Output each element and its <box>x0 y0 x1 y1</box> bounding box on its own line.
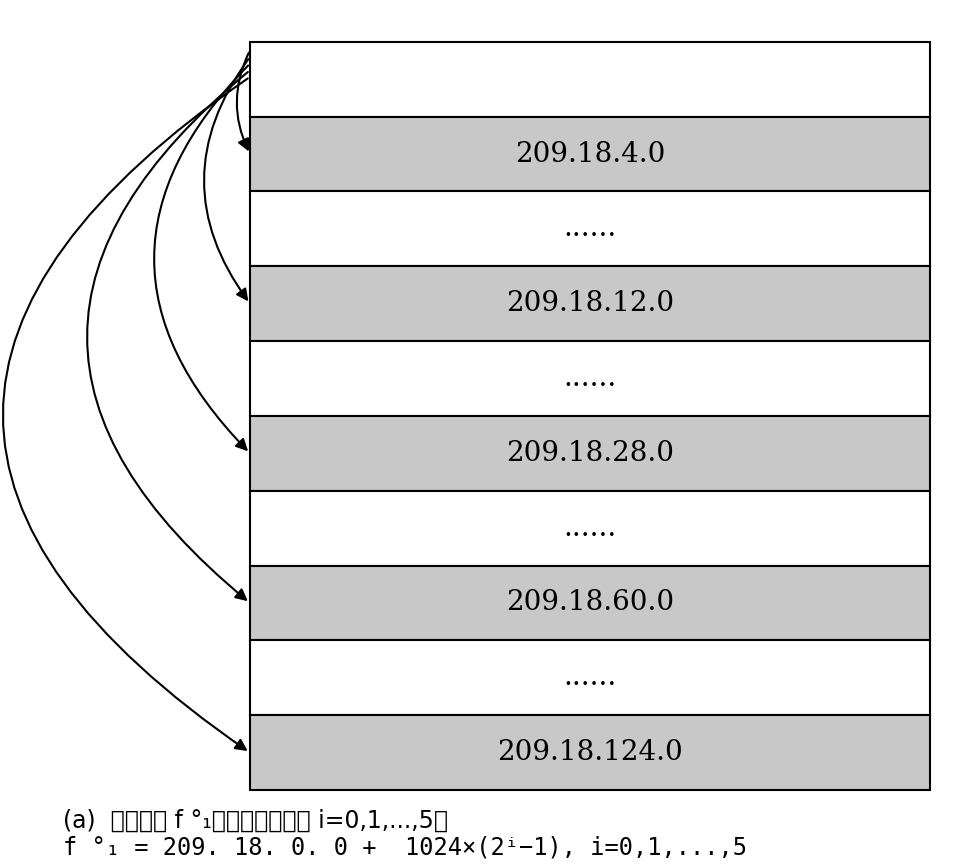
Text: 209.18.28.0: 209.18.28.0 <box>506 439 674 467</box>
Bar <box>250 640 930 715</box>
Bar <box>250 42 930 117</box>
Bar <box>250 416 930 490</box>
Bar <box>250 266 930 341</box>
Text: 209.18.12.0: 209.18.12.0 <box>506 290 674 317</box>
Text: ......: ...... <box>564 215 616 242</box>
Text: 209.18.124.0: 209.18.124.0 <box>497 739 683 766</box>
Text: 209.18.60.0: 209.18.60.0 <box>506 589 674 617</box>
Text: ......: ...... <box>564 515 616 541</box>
Text: ......: ...... <box>564 365 616 392</box>
Bar <box>250 566 930 640</box>
Bar <box>250 191 930 266</box>
Bar <box>250 117 930 191</box>
Bar <box>250 341 930 416</box>
Bar <box>250 715 930 790</box>
Text: 209.18.4.0: 209.18.4.0 <box>515 140 665 168</box>
Text: f °₁ = 209. 18. 0. 0 +  1024×(2ⁱ−1), i=0,1,...,5: f °₁ = 209. 18. 0. 0 + 1024×(2ⁱ−1), i=0,… <box>64 836 747 860</box>
Text: ......: ...... <box>564 664 616 691</box>
Text: (a)  指数关联 f °₁（连续指数值： i=0,1,...,5）: (a) 指数关联 f °₁（连续指数值： i=0,1,...,5） <box>64 809 448 832</box>
Bar <box>250 490 930 566</box>
